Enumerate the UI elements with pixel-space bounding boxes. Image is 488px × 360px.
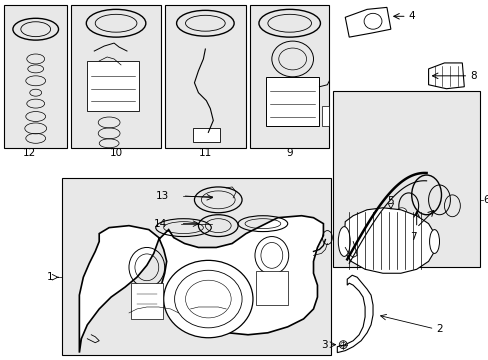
- Bar: [71, 5, 161, 148]
- Text: 14: 14: [153, 219, 166, 229]
- Text: 9: 9: [286, 148, 292, 158]
- Text: 13: 13: [155, 191, 168, 201]
- Bar: [131, 283, 163, 319]
- Bar: [265, 77, 319, 126]
- Bar: [249, 5, 329, 148]
- Ellipse shape: [163, 260, 252, 338]
- Text: 10: 10: [109, 148, 122, 158]
- Text: 4: 4: [408, 11, 414, 21]
- Bar: [61, 178, 331, 355]
- Text: 5: 5: [387, 196, 393, 206]
- Text: 1: 1: [47, 272, 54, 282]
- Text: 3: 3: [320, 340, 327, 350]
- Text: 8: 8: [469, 71, 476, 81]
- Polygon shape: [345, 7, 390, 37]
- Ellipse shape: [396, 208, 406, 216]
- Polygon shape: [79, 216, 323, 353]
- Bar: [333, 91, 479, 267]
- Ellipse shape: [428, 230, 439, 253]
- Bar: [4, 5, 67, 148]
- Ellipse shape: [376, 218, 386, 226]
- Text: 2: 2: [436, 324, 442, 334]
- Text: 6: 6: [482, 195, 488, 205]
- Bar: [255, 271, 287, 305]
- Bar: [322, 105, 329, 126]
- Ellipse shape: [338, 227, 349, 256]
- Text: 12: 12: [23, 148, 36, 158]
- Bar: [87, 61, 139, 111]
- Bar: [193, 129, 220, 142]
- Polygon shape: [427, 63, 463, 89]
- Ellipse shape: [356, 235, 366, 243]
- Bar: [164, 5, 245, 148]
- Text: 7: 7: [409, 231, 416, 242]
- Polygon shape: [337, 275, 372, 353]
- Polygon shape: [344, 208, 434, 273]
- Text: 11: 11: [198, 148, 212, 158]
